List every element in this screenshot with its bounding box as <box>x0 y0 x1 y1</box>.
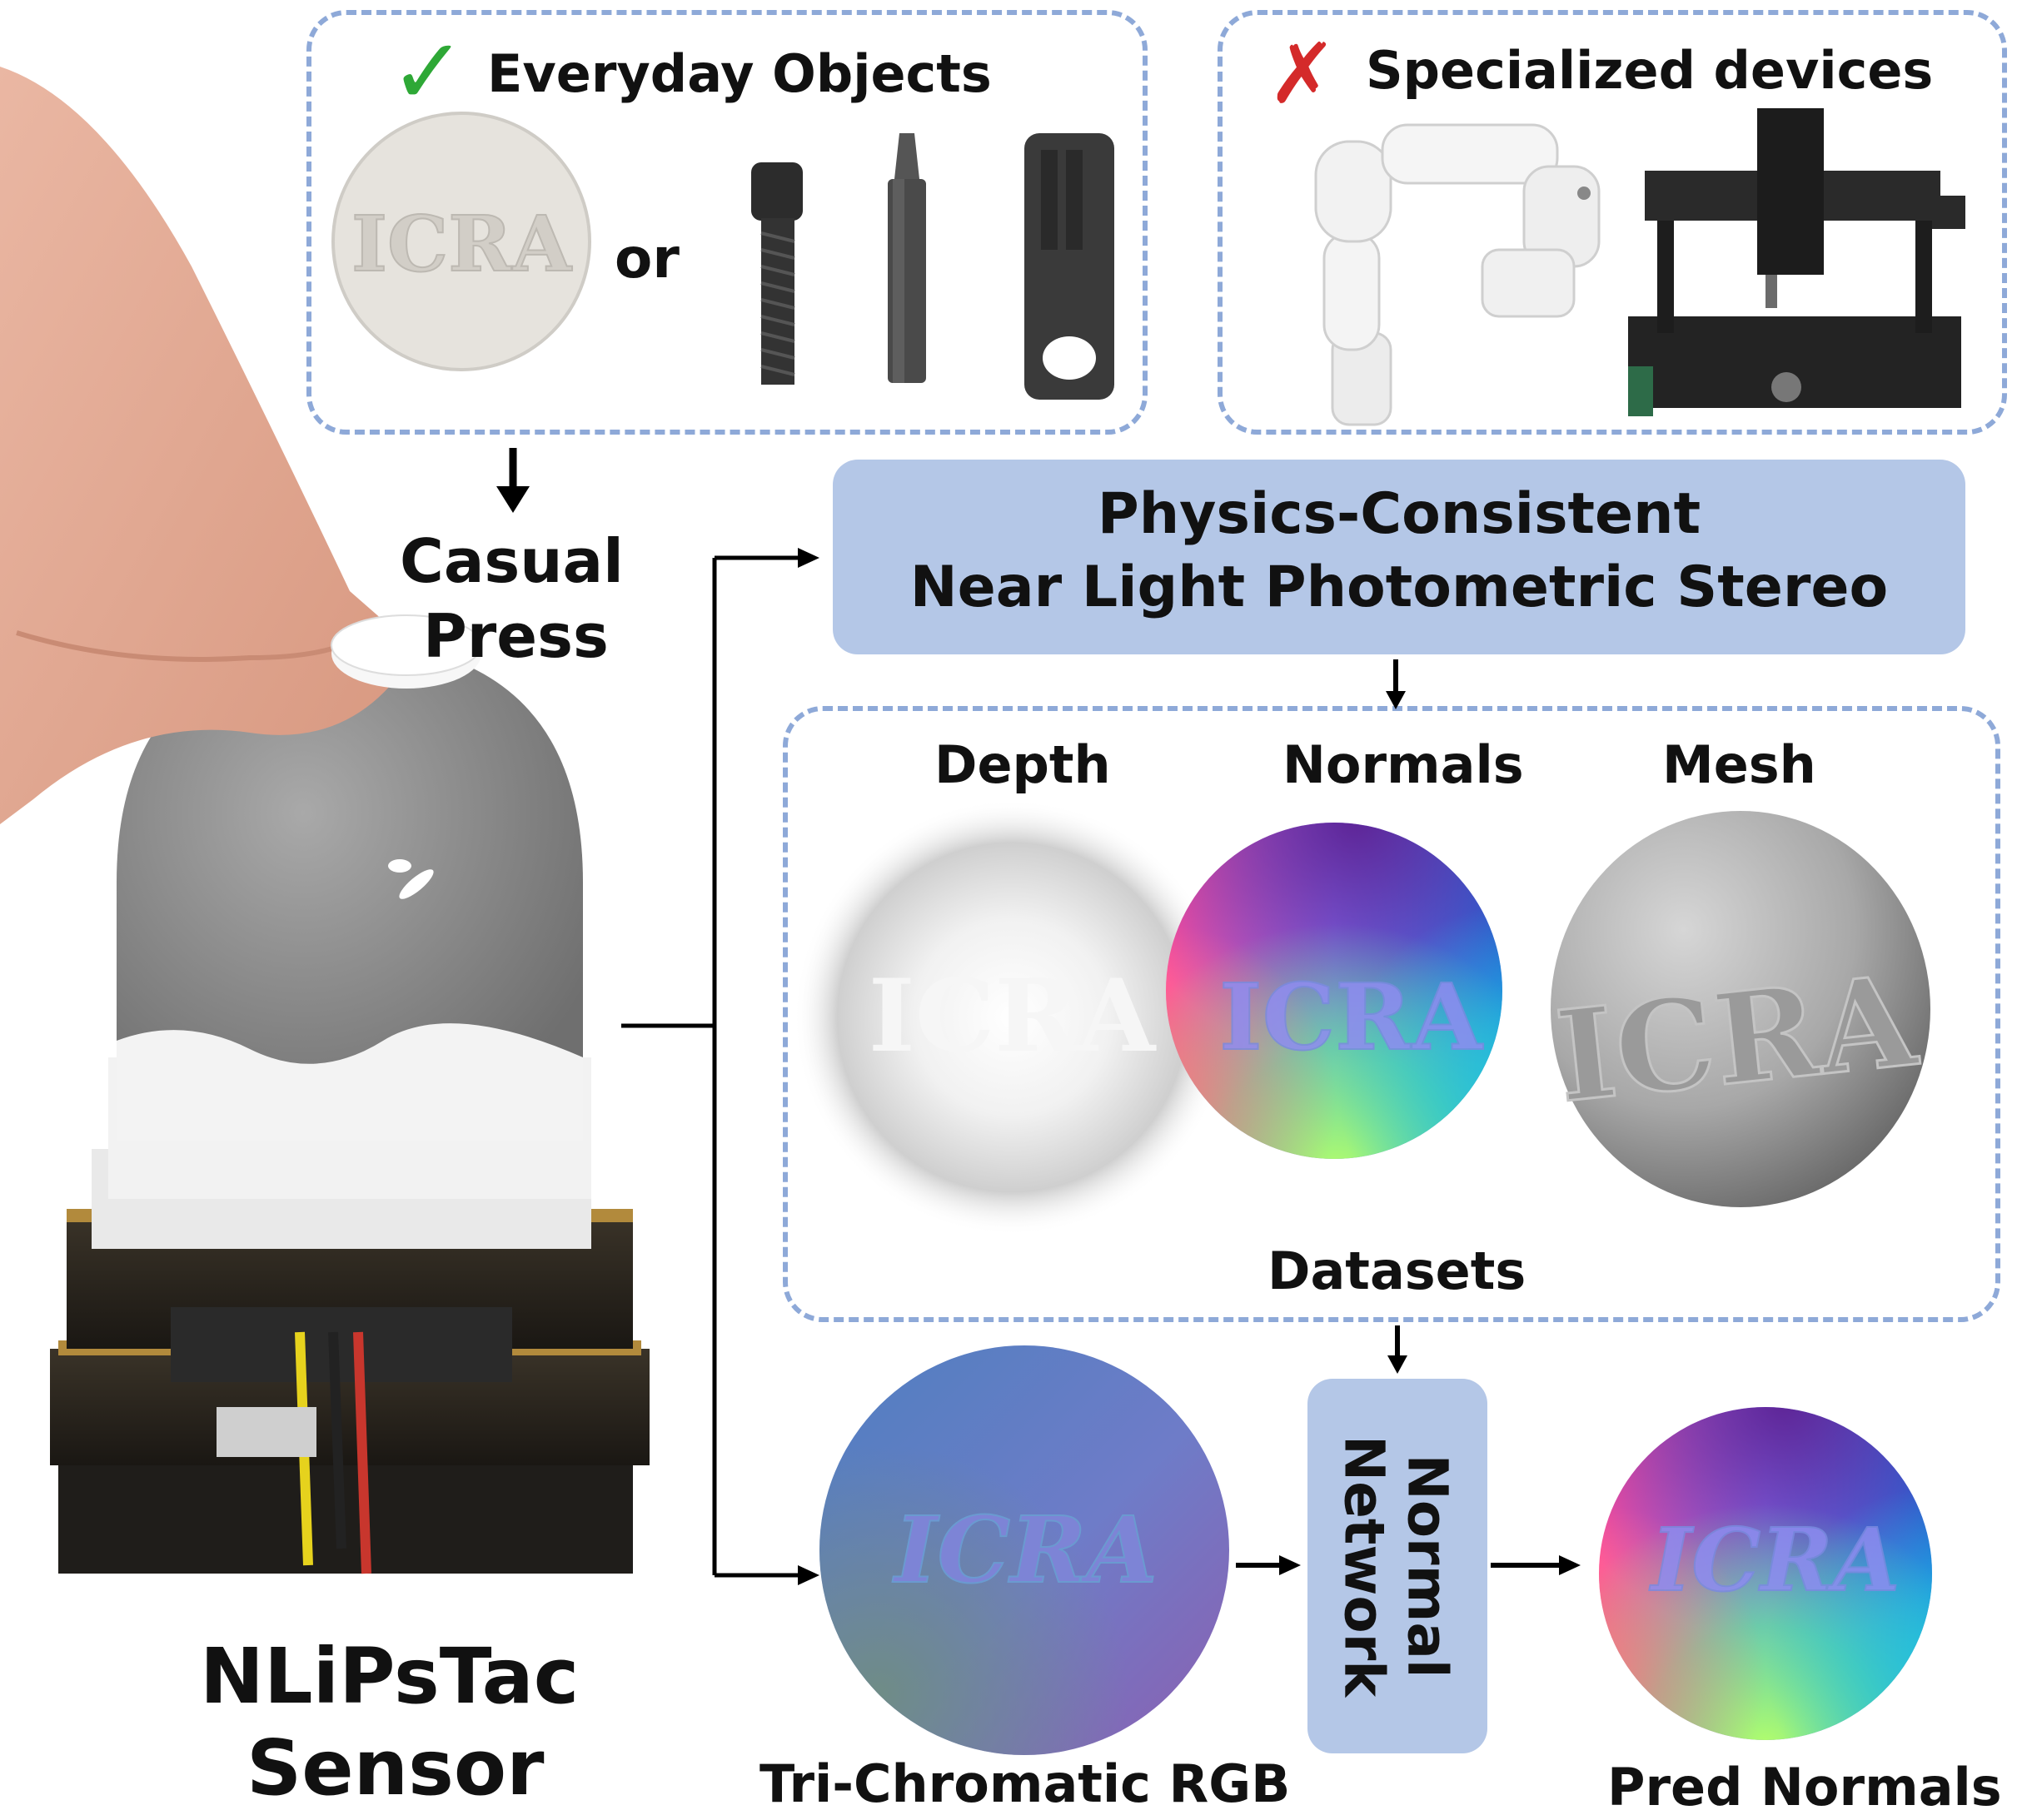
sensor-name-line1: NLiPsTac <box>200 1632 580 1721</box>
rgb-to-network-arrow <box>1236 1555 1301 1575</box>
everyday-objects-frame <box>306 10 1148 435</box>
or-text: or <box>615 226 680 291</box>
cross-icon: ✗ <box>1267 25 1337 122</box>
depth-label: Depth <box>934 734 1111 795</box>
datasets-frame <box>783 706 2000 1322</box>
cnc-machine-image <box>1628 108 1965 416</box>
casual-press-line1: Casual <box>400 526 624 596</box>
stereo-to-datasets-arrow <box>1386 659 1406 709</box>
specialized-devices-title: Specialized devices <box>1366 40 1934 101</box>
normals-sphere: ICRA <box>1166 823 1502 1159</box>
photometric-stereo-box <box>833 460 1965 654</box>
svg-text:ICRA: ICRA <box>892 1496 1158 1604</box>
bolt-image <box>751 162 803 385</box>
casual-press-line2: Press <box>423 601 609 671</box>
svg-text:ICRA: ICRA <box>1649 1509 1900 1611</box>
normals-label: Normals <box>1282 734 1524 795</box>
press-arrow <box>496 448 530 513</box>
photometric-title-line1: Physics-Consistent <box>1097 481 1701 547</box>
photometric-title-line2: Near Light Photometric Stereo <box>909 554 1889 620</box>
svg-text:ICRA: ICRA <box>869 957 1157 1075</box>
sensor-name-line2: Sensor <box>247 1723 545 1813</box>
screwdriver-bit-image <box>888 133 926 383</box>
check-icon: ✓ <box>390 18 467 125</box>
pred-normals-label: Pred Normals <box>1607 1757 2002 1818</box>
datasets-to-network-arrow <box>1387 1325 1407 1374</box>
mesh-label: Mesh <box>1662 734 1816 795</box>
network-to-pred-arrow <box>1491 1555 1581 1575</box>
usb-drive-image <box>1024 133 1114 400</box>
pred-normals-sphere: ICRA <box>1599 1407 1932 1740</box>
everyday-objects-title: Everyday Objects <box>487 43 992 104</box>
normal-network-box <box>1307 1379 1487 1753</box>
svg-text:ICRA: ICRA <box>1219 963 1483 1071</box>
branch-connector <box>621 548 819 1585</box>
network-label: Normal Network <box>1307 1379 1487 1753</box>
network-label-line2: Network <box>1332 1435 1397 1698</box>
tri-chromatic-rgb-sphere: ICRA <box>819 1345 1229 1755</box>
specialized-devices-frame <box>1218 10 2007 435</box>
disc-stamp-text: ICRA <box>351 199 573 289</box>
depth-sphere: ICRA <box>794 799 1230 1236</box>
tri-chromatic-rgb-label: Tri-Chromatic RGB <box>759 1753 1291 1814</box>
network-label-line1: Normal <box>1395 1454 1460 1678</box>
datasets-label: Datasets <box>1267 1241 1526 1301</box>
icra-disc-image: ICRA <box>331 112 591 371</box>
mesh-sphere: ICRA <box>1549 811 1930 1207</box>
sensor-photo <box>0 67 650 1574</box>
robot-arm-image <box>1314 123 1601 426</box>
